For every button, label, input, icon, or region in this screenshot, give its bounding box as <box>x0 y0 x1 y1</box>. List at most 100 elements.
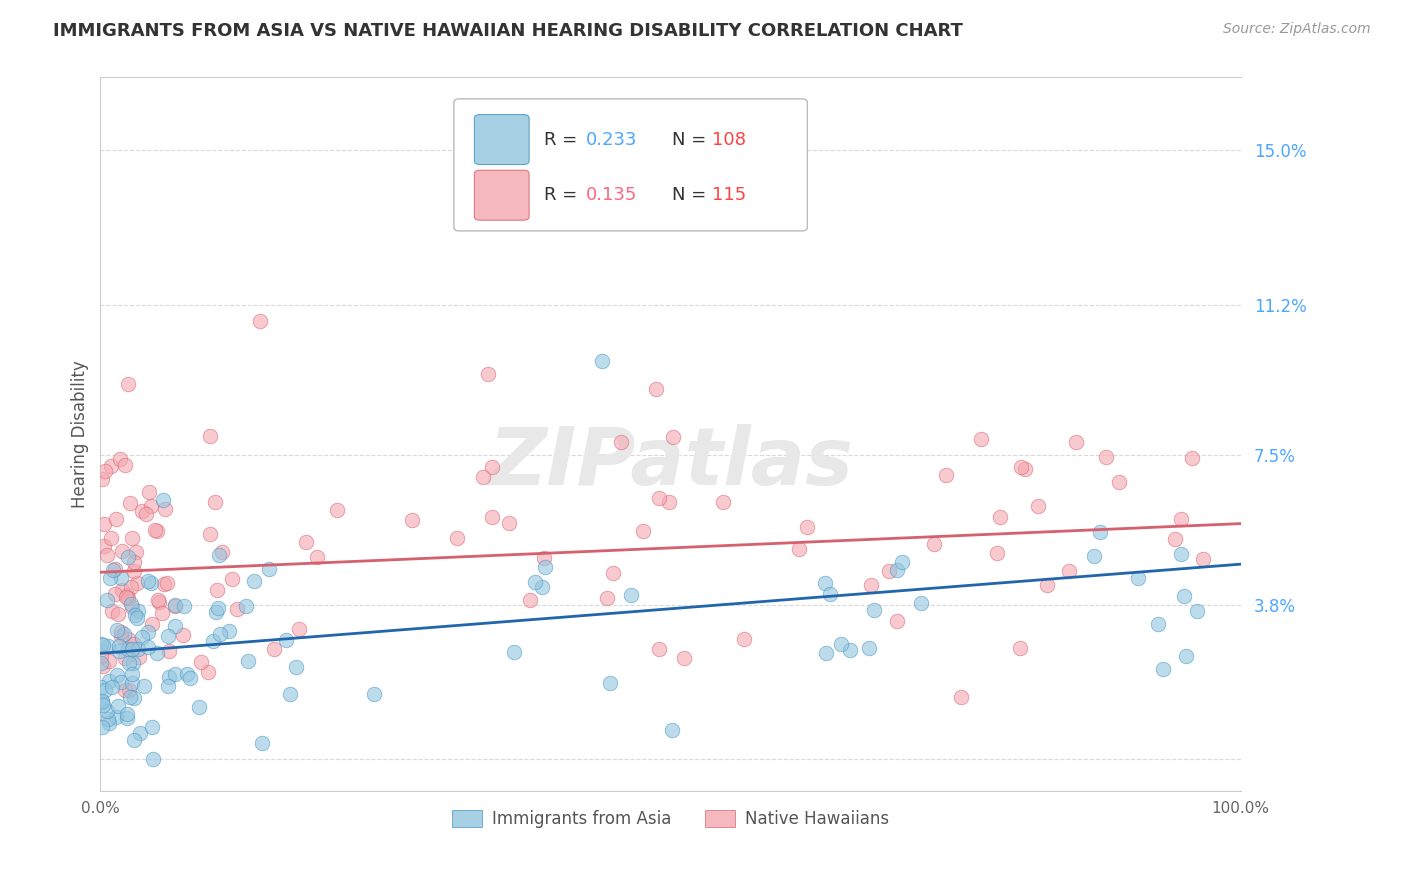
Native Hawaiians <box>1181 451 1204 466</box>
Immigrants from Asia <box>910 596 932 610</box>
Immigrants from Asia <box>165 598 187 612</box>
Immigrants from Asia <box>157 629 180 643</box>
Immigrants from Asia <box>1147 616 1170 631</box>
Native Hawaiians <box>110 624 132 639</box>
Native Hawaiians <box>100 459 122 474</box>
FancyBboxPatch shape <box>474 114 529 164</box>
Immigrants from Asia <box>131 630 153 644</box>
Native Hawaiians <box>198 429 221 443</box>
Legend: Immigrants from Asia, Native Hawaiians: Immigrants from Asia, Native Hawaiians <box>446 803 896 834</box>
Native Hawaiians <box>125 576 148 591</box>
Text: Source: ZipAtlas.com: Source: ZipAtlas.com <box>1223 22 1371 37</box>
Native Hawaiians <box>789 541 811 556</box>
Text: N =: N = <box>672 186 706 204</box>
Native Hawaiians <box>150 606 173 620</box>
Immigrants from Asia <box>209 627 232 641</box>
Native Hawaiians <box>1010 460 1032 475</box>
Native Hawaiians <box>152 577 174 591</box>
Immigrants from Asia <box>136 640 159 655</box>
Native Hawaiians <box>1014 462 1036 476</box>
Immigrants from Asia <box>274 633 297 648</box>
Immigrants from Asia <box>97 712 120 726</box>
Immigrants from Asia <box>141 720 163 734</box>
Immigrants from Asia <box>115 711 138 725</box>
Immigrants from Asia <box>839 643 862 657</box>
Immigrants from Asia <box>117 642 139 657</box>
Native Hawaiians <box>950 690 973 704</box>
Native Hawaiians <box>107 607 129 621</box>
Native Hawaiians <box>128 650 150 665</box>
Native Hawaiians <box>139 500 162 514</box>
Native Hawaiians <box>662 430 685 444</box>
Native Hawaiians <box>477 367 499 381</box>
Native Hawaiians <box>148 593 170 607</box>
Text: ZIPatlas: ZIPatlas <box>488 424 853 502</box>
Native Hawaiians <box>118 495 141 509</box>
Immigrants from Asia <box>107 698 129 713</box>
Immigrants from Asia <box>97 673 120 688</box>
Native Hawaiians <box>970 432 993 446</box>
Immigrants from Asia <box>863 603 886 617</box>
Native Hawaiians <box>121 599 143 614</box>
Text: 115: 115 <box>711 186 745 204</box>
Native Hawaiians <box>401 514 423 528</box>
Native Hawaiians <box>114 591 136 605</box>
Native Hawaiians <box>141 616 163 631</box>
Native Hawaiians <box>481 459 503 474</box>
Native Hawaiians <box>471 470 494 484</box>
Text: 0.233: 0.233 <box>586 130 638 149</box>
Immigrants from Asia <box>814 576 837 591</box>
Immigrants from Asia <box>128 725 150 739</box>
Native Hawaiians <box>648 491 671 505</box>
Native Hawaiians <box>446 532 468 546</box>
Immigrants from Asia <box>105 710 128 724</box>
Native Hawaiians <box>1095 450 1118 464</box>
Native Hawaiians <box>110 629 132 643</box>
Native Hawaiians <box>221 572 243 586</box>
Immigrants from Asia <box>120 597 142 611</box>
Native Hawaiians <box>226 601 249 615</box>
Native Hawaiians <box>596 591 619 605</box>
Immigrants from Asia <box>830 637 852 651</box>
Native Hawaiians <box>481 510 503 524</box>
Immigrants from Asia <box>101 563 124 577</box>
Native Hawaiians <box>886 615 908 629</box>
Native Hawaiians <box>263 641 285 656</box>
Native Hawaiians <box>796 520 818 534</box>
Text: R =: R = <box>544 186 578 204</box>
Immigrants from Asia <box>90 694 112 708</box>
Immigrants from Asia <box>127 604 149 618</box>
Immigrants from Asia <box>208 548 231 562</box>
Immigrants from Asia <box>125 611 148 625</box>
Native Hawaiians <box>1036 578 1059 592</box>
Immigrants from Asia <box>243 574 266 589</box>
Native Hawaiians <box>117 591 139 606</box>
Native Hawaiians <box>143 523 166 537</box>
Immigrants from Asia <box>136 625 159 640</box>
Immigrants from Asia <box>534 560 557 574</box>
Immigrants from Asia <box>142 752 165 766</box>
Immigrants from Asia <box>818 587 841 601</box>
Immigrants from Asia <box>205 605 228 619</box>
Native Hawaiians <box>138 485 160 500</box>
Immigrants from Asia <box>173 599 195 613</box>
Native Hawaiians <box>148 595 170 609</box>
Immigrants from Asia <box>127 641 149 656</box>
Immigrants from Asia <box>122 733 145 747</box>
Native Hawaiians <box>100 531 122 545</box>
Immigrants from Asia <box>207 601 229 615</box>
Native Hawaiians <box>207 582 229 597</box>
Immigrants from Asia <box>96 704 118 718</box>
Immigrants from Asia <box>218 624 240 638</box>
Immigrants from Asia <box>250 735 273 749</box>
Native Hawaiians <box>114 683 136 698</box>
Immigrants from Asia <box>1128 571 1150 585</box>
Immigrants from Asia <box>96 593 118 607</box>
Native Hawaiians <box>163 599 186 613</box>
Immigrants from Asia <box>107 667 129 681</box>
Native Hawaiians <box>1170 512 1192 526</box>
Native Hawaiians <box>153 501 176 516</box>
Immigrants from Asia <box>886 563 908 577</box>
Immigrants from Asia <box>257 562 280 576</box>
Immigrants from Asia <box>278 687 301 701</box>
